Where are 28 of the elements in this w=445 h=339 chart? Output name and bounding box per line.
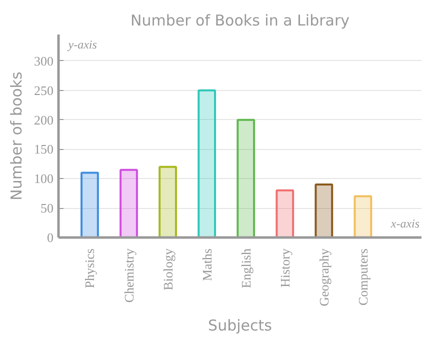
x-tick-label: Maths [199,248,214,281]
y-axis-title: Number of books [8,72,26,200]
x-tick-label: Computers [355,248,370,306]
y-tick-label: 50 [40,200,54,216]
y-tick-label: 0 [47,230,54,245]
x-tick-label: Chemistry [121,248,136,303]
annotation: y-axis [67,37,98,52]
bar [314,184,334,238]
x-tick-label: History [277,248,292,288]
y-tick-label: 150 [34,142,54,157]
bar [354,195,372,238]
chart-title: Number of Books in a Library [130,12,350,30]
x-tick-label: Geography [316,248,332,306]
annotation: x-axis [390,216,420,230]
y-tick-label: 100 [34,171,54,186]
x-axis-title: Subjects [208,316,272,334]
bar [158,166,177,238]
bar [80,172,99,238]
y-tick-label: 200 [34,112,54,128]
bar [276,189,294,238]
x-tick-label: Biology [160,248,176,290]
y-tick-label: 300 [34,53,54,68]
y-tick-label: 250 [34,82,54,98]
bar [120,168,138,238]
x-tick-label: Physics [82,248,98,288]
bar [236,118,256,238]
x-tick-label: English [238,248,254,288]
bar [198,89,216,238]
